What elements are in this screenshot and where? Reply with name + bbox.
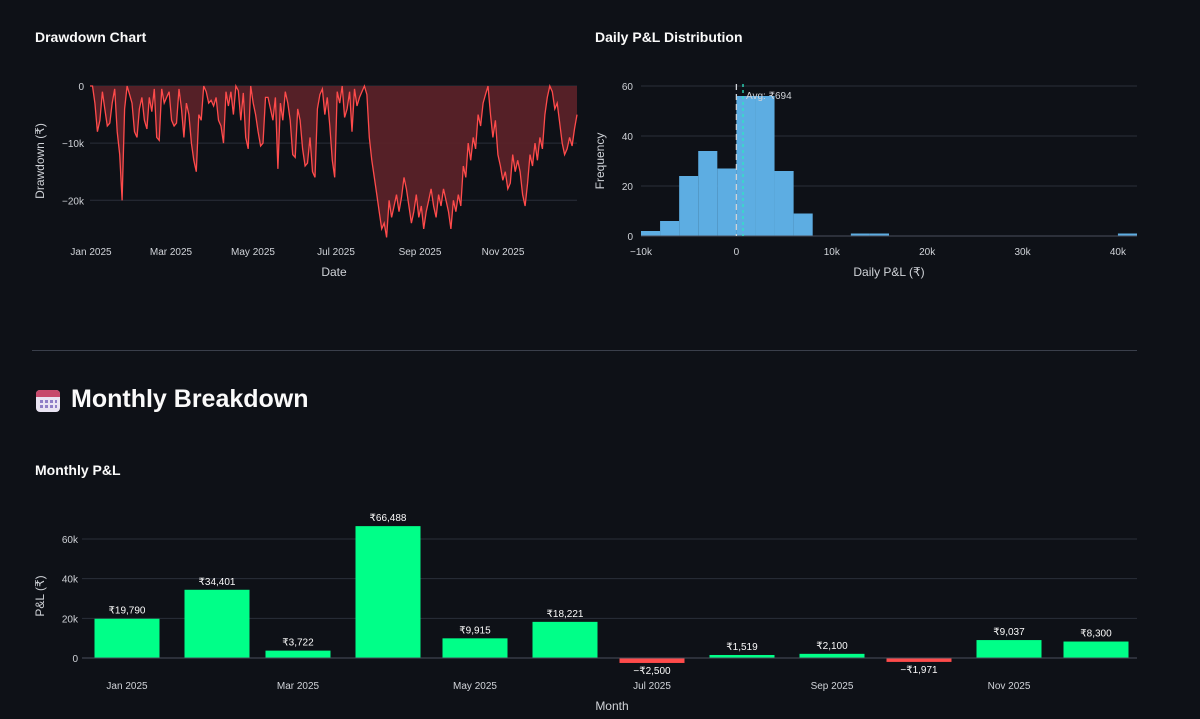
monthly-bar [184, 589, 250, 658]
histogram-bar [755, 96, 775, 236]
drawdown-y-tick: 0 [78, 82, 84, 93]
monthly-y-tick: 0 [72, 654, 78, 665]
monthly-bar-label: ₹18,221 [547, 609, 584, 620]
histogram-x-tick: −10k [630, 247, 653, 258]
calendar-icon [35, 387, 61, 413]
histogram-bar [793, 213, 813, 236]
histogram-x-tick: 10k [824, 247, 841, 258]
drawdown-x-tick: Jan 2025 [70, 247, 112, 258]
monthly-bar [799, 653, 865, 658]
monthly-bar-label: ₹2,100 [816, 641, 848, 652]
histogram-bar [774, 171, 794, 236]
monthly-bar [709, 654, 775, 658]
drawdown-area [90, 86, 577, 238]
monthly-breakdown-header: Monthly Breakdown [35, 385, 309, 414]
monthly-x-tick: May 2025 [453, 681, 497, 692]
monthly-pnl-chart-title: Monthly P&L [35, 462, 121, 478]
monthly-bar-label: −₹2,500 [633, 666, 671, 677]
monthly-bar-label: ₹66,488 [370, 513, 407, 524]
histogram-y-tick: 60 [622, 82, 634, 93]
monthly-y-tick: 40k [62, 575, 79, 586]
drawdown-x-tick: Jul 2025 [317, 247, 355, 258]
histogram-bar [679, 176, 699, 236]
histogram-x-tick: 40k [1110, 247, 1127, 258]
monthly-bar-label: ₹1,519 [726, 642, 758, 653]
drawdown-x-tick: Nov 2025 [482, 247, 525, 258]
drawdown-x-tick: Sep 2025 [399, 247, 442, 258]
monthly-x-tick: Sep 2025 [811, 681, 854, 692]
histogram-y-tick: 0 [627, 232, 633, 243]
histogram-x-tick: 30k [1014, 247, 1031, 258]
monthly-x-tick: Jan 2025 [106, 681, 148, 692]
histogram-avg-label: Avg: ₹694 [746, 91, 792, 102]
monthly-y-axis-title: P&L (₹) [33, 575, 47, 616]
histogram-y-tick: 20 [622, 182, 634, 193]
histogram-bar [698, 151, 718, 236]
drawdown-x-tick: Mar 2025 [150, 247, 193, 258]
histogram-x-tick: 20k [919, 247, 936, 258]
histogram-x-axis-title: Daily P&L (₹) [853, 265, 924, 279]
histogram-bar [641, 231, 661, 236]
drawdown-x-axis-title: Date [321, 265, 347, 279]
monthly-x-tick: Jul 2025 [633, 681, 671, 692]
monthly-y-tick: 60k [62, 535, 79, 546]
histogram-bar [1117, 233, 1137, 236]
histogram-bar [717, 168, 737, 236]
monthly-bar-label: ₹34,401 [199, 577, 236, 588]
histogram-bar [736, 96, 756, 236]
histogram-x-tick: 0 [734, 247, 740, 258]
monthly-y-tick: 20k [62, 614, 79, 625]
histogram-y-tick: 40 [622, 132, 634, 143]
section-divider [32, 350, 1137, 351]
drawdown-x-tick: May 2025 [231, 247, 275, 258]
monthly-bar [1063, 641, 1129, 658]
monthly-bar [532, 621, 598, 658]
monthly-bar-label: ₹9,037 [993, 627, 1025, 638]
monthly-bar [265, 650, 331, 658]
monthly-bar [355, 526, 421, 658]
section-title: Monthly Breakdown [71, 385, 309, 413]
histogram-bar [869, 233, 889, 236]
histogram-bar [660, 221, 680, 236]
monthly-bar [886, 658, 952, 662]
monthly-x-tick: Mar 2025 [277, 681, 320, 692]
histogram-bar [850, 233, 870, 236]
monthly-bar-label: ₹8,300 [1080, 629, 1112, 640]
monthly-x-tick: Nov 2025 [988, 681, 1031, 692]
daily-pnl-chart-title: Daily P&L Distribution [595, 29, 743, 45]
monthly-x-axis-title: Month [595, 699, 628, 713]
drawdown-y-tick: −10k [62, 139, 85, 150]
drawdown-chart-title: Drawdown Chart [35, 29, 147, 45]
monthly-bar-label: ₹19,790 [109, 606, 146, 617]
monthly-bar [94, 618, 160, 658]
drawdown-y-tick: −20k [62, 196, 85, 207]
drawdown-line [90, 83, 578, 238]
histogram-y-axis-title: Frequency [593, 133, 607, 190]
monthly-bar-label: −₹1,971 [900, 665, 938, 676]
monthly-bar [442, 638, 508, 658]
monthly-bar [619, 658, 685, 663]
drawdown-y-axis-title: Drawdown (₹) [33, 123, 47, 199]
monthly-bar [976, 640, 1042, 658]
monthly-bar-label: ₹9,915 [459, 625, 491, 636]
monthly-bar-label: ₹3,722 [282, 638, 314, 649]
